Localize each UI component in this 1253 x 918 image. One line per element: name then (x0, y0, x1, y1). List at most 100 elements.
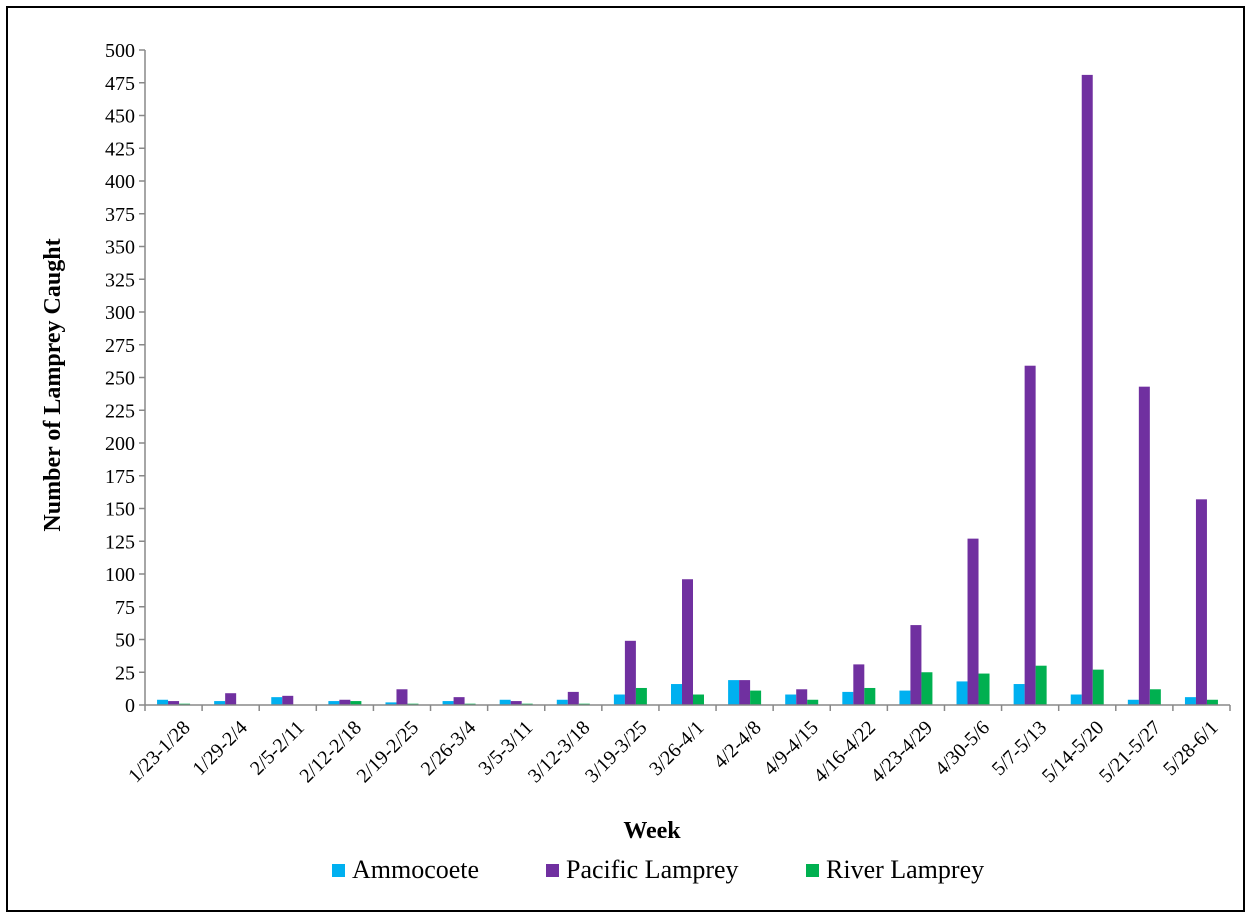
y-tick-label: 450 (105, 106, 135, 128)
bar-river-lamprey (635, 687, 647, 705)
y-tick-label: 150 (105, 499, 135, 521)
bar-ammocoete (785, 694, 797, 705)
bar-ammocoete (385, 702, 397, 705)
legend-swatch (332, 864, 345, 877)
y-tick-label: 125 (105, 531, 135, 553)
x-tick-label: 1/29-2/4 (188, 717, 251, 780)
bar-pacific-lamprey (1195, 499, 1207, 705)
x-tick-label: 2/12-2/18 (295, 717, 366, 788)
bar-pacific-lamprey (739, 680, 751, 705)
bars-group (157, 74, 1218, 705)
bar-pacific-lamprey (682, 579, 693, 705)
bar-ammocoete (842, 691, 854, 705)
bar-river-lamprey (350, 701, 362, 705)
bar-pacific-lamprey (453, 697, 465, 705)
x-tick-label: 5/21-5/27 (1095, 717, 1166, 788)
x-tick-label: 3/12-3/18 (524, 717, 595, 788)
x-axis-title: Week (623, 818, 681, 844)
bar-ammocoete (671, 684, 682, 705)
bar-pacific-lamprey (225, 693, 237, 705)
legend-label: River Lamprey (826, 855, 984, 884)
bar-ammocoete (499, 699, 511, 705)
bar-pacific-lamprey (1138, 386, 1150, 705)
x-tick-label: 4/30-5/6 (931, 717, 994, 780)
chart-frame (6, 6, 1245, 912)
y-tick-label: 350 (105, 237, 135, 259)
bar-pacific-lamprey (339, 699, 351, 705)
x-tick-label: 4/23-4/29 (867, 717, 938, 788)
bar-river-lamprey (921, 672, 933, 705)
bar-pacific-lamprey (853, 664, 865, 705)
y-tick-label: 325 (105, 269, 135, 291)
bar-river-lamprey (1035, 665, 1047, 705)
y-tick-label: 250 (105, 368, 135, 390)
y-axis-ticks: 0 25 50 75 100 125 150 175 200 225 250 275 300 325 350… (105, 40, 145, 717)
y-tick-label: 0 (125, 695, 135, 717)
y-tick-label: 75 (115, 597, 135, 619)
legend: Ammocoete Pacific Lamprey River Lamprey (332, 855, 984, 884)
bar-ammocoete (328, 701, 340, 705)
bar-river-lamprey (864, 687, 876, 705)
x-tick-label: 2/26-3/4 (417, 717, 480, 780)
y-tick-label: 225 (105, 400, 135, 422)
x-tick-label: 1/23-1/28 (124, 717, 195, 788)
x-tick-label: 3/26-4/1 (645, 717, 708, 780)
bar-ammocoete (1184, 697, 1196, 705)
bar-river-lamprey (693, 694, 704, 705)
x-tick-label: 5/28-6/1 (1159, 717, 1222, 780)
y-tick-label: 275 (105, 335, 135, 357)
legend-label: Pacific Lamprey (566, 855, 739, 884)
y-tick-label: 425 (105, 138, 135, 160)
bar-ammocoete (1070, 694, 1082, 705)
y-tick-label: 50 (115, 630, 135, 652)
bar-river-lamprey (807, 699, 819, 705)
bar-river-lamprey (978, 673, 990, 705)
bar-pacific-lamprey (624, 640, 636, 705)
bar-river-lamprey (1149, 689, 1161, 705)
x-tick-label: 4/16-4/22 (809, 717, 880, 788)
x-axis-ticks: 1/23-1/281/29-2/42/5-2/112/12-2/182/19-2… (124, 705, 1231, 788)
bar-ammocoete (442, 701, 454, 705)
bar-ammocoete (556, 699, 568, 705)
bar-ammocoete (728, 680, 740, 705)
bar-ammocoete (899, 690, 911, 705)
bar-river-lamprey (1206, 699, 1218, 705)
bar-pacific-lamprey (1081, 74, 1093, 705)
bar-pacific-lamprey (567, 691, 579, 705)
bar-ammocoete (271, 697, 283, 705)
y-tick-label: 400 (105, 171, 135, 193)
bar-pacific-lamprey (510, 701, 522, 705)
y-tick-label: 500 (105, 40, 135, 62)
legend-swatch (806, 864, 819, 877)
y-tick-label: 200 (105, 433, 135, 455)
x-tick-label: 5/14-5/20 (1038, 717, 1109, 788)
y-tick-label: 475 (105, 73, 135, 95)
legend-label: Ammocoete (352, 855, 479, 884)
bar-ammocoete (214, 701, 226, 705)
y-tick-label: 175 (105, 466, 135, 488)
y-tick-label: 375 (105, 204, 135, 226)
bar-pacific-lamprey (282, 695, 294, 705)
bar-pacific-lamprey (910, 625, 922, 705)
bar-ammocoete (613, 694, 625, 705)
bar-ammocoete (157, 699, 169, 705)
bar-ammocoete (1127, 699, 1139, 705)
bar-river-lamprey (1092, 669, 1104, 705)
legend-swatch (546, 864, 559, 877)
bar-river-lamprey (750, 690, 762, 705)
bar-pacific-lamprey (796, 689, 808, 705)
y-tick-label: 25 (115, 662, 135, 684)
bar-pacific-lamprey (396, 689, 408, 705)
x-tick-label: 4/2-4/8 (709, 717, 765, 773)
bar-pacific-lamprey (168, 701, 180, 705)
bar-pacific-lamprey (967, 538, 979, 705)
bar-ammocoete (956, 681, 968, 705)
y-tick-label: 100 (105, 564, 135, 586)
x-tick-label: 3/19-3/25 (581, 717, 652, 788)
y-axis-title: Number of Lamprey Caught (40, 238, 66, 531)
y-tick-label: 300 (105, 302, 135, 324)
bar-pacific-lamprey (1024, 365, 1036, 705)
bar-ammocoete (1013, 684, 1025, 705)
x-tick-label: 2/19-2/25 (353, 717, 424, 788)
